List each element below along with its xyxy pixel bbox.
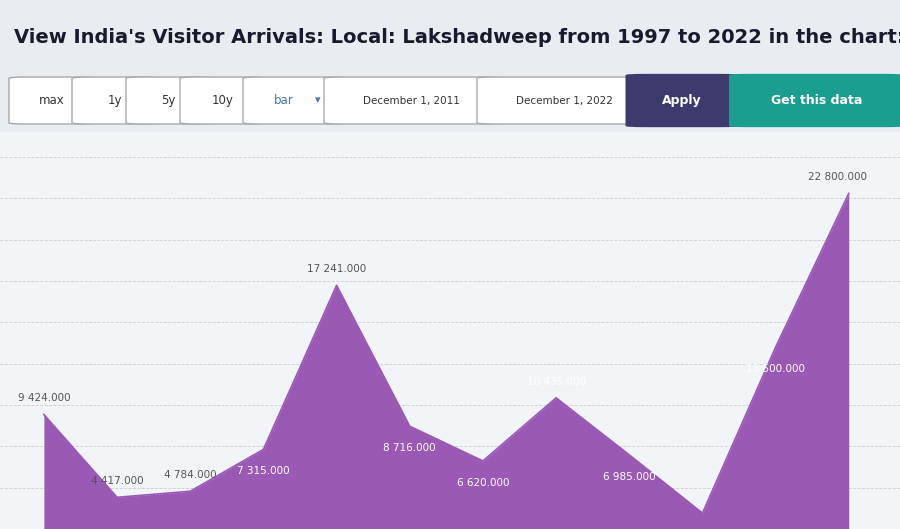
FancyBboxPatch shape <box>9 77 94 124</box>
Text: View India's Visitor Arrivals: Local: Lakshadweep from 1997 to 2022 in the chart: View India's Visitor Arrivals: Local: La… <box>14 29 900 47</box>
Text: bar: bar <box>274 94 293 107</box>
FancyBboxPatch shape <box>72 77 158 124</box>
Text: 17 241.000: 17 241.000 <box>307 264 366 274</box>
FancyBboxPatch shape <box>126 77 212 124</box>
Text: 4 417.000: 4 417.000 <box>91 476 143 486</box>
Text: 7 315.000: 7 315.000 <box>237 466 290 476</box>
Text: 6 620.000: 6 620.000 <box>456 478 509 488</box>
Text: 5y: 5y <box>162 94 176 107</box>
FancyBboxPatch shape <box>324 77 500 124</box>
Text: Get this data: Get this data <box>770 94 862 107</box>
Text: 10 435.000: 10 435.000 <box>526 377 586 387</box>
Text: December 1, 2011: December 1, 2011 <box>364 96 460 105</box>
Text: max: max <box>39 94 65 107</box>
Text: 10y: 10y <box>212 94 234 107</box>
Text: Apply: Apply <box>662 94 701 107</box>
Text: 13 500.000: 13 500.000 <box>746 364 806 374</box>
FancyBboxPatch shape <box>180 77 266 124</box>
Text: December 1, 2022: December 1, 2022 <box>517 96 613 105</box>
FancyBboxPatch shape <box>477 77 652 124</box>
Text: 8 716.000: 8 716.000 <box>383 443 436 453</box>
Text: 1y: 1y <box>107 94 122 107</box>
Text: 22 800.000: 22 800.000 <box>808 172 868 183</box>
Text: 9 424.000: 9 424.000 <box>18 394 70 404</box>
Text: 4 784.000: 4 784.000 <box>164 470 217 480</box>
FancyBboxPatch shape <box>626 74 738 127</box>
FancyBboxPatch shape <box>729 74 900 127</box>
Text: ▾: ▾ <box>315 96 320 105</box>
FancyBboxPatch shape <box>243 77 346 124</box>
Text: 6 985.000: 6 985.000 <box>603 471 655 481</box>
